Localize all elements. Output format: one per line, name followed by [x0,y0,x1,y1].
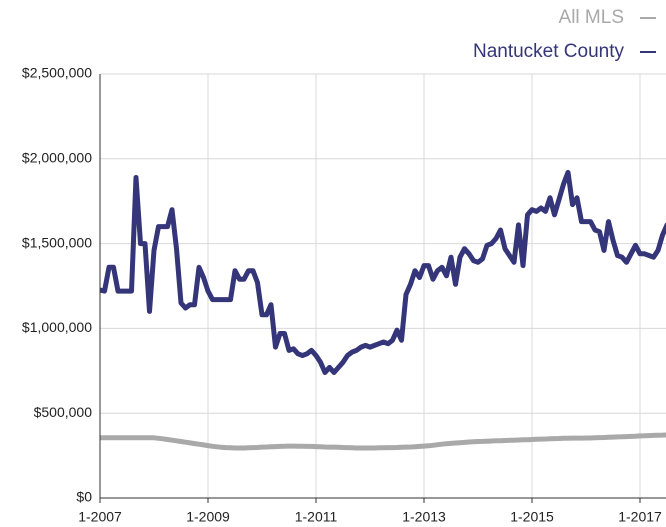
x-tick-label: 1-2015 [510,509,554,525]
y-tick-label: $0 [76,489,92,505]
series-line [100,169,666,375]
series-line [100,432,666,451]
y-tick-label: $2,000,000 [22,150,92,166]
y-tick-label: $1,500,000 [22,234,92,250]
y-tick-label: $2,500,000 [22,65,92,81]
x-tick-label: 1-2009 [186,509,230,525]
legend-label: Nantucket County [473,41,625,62]
legend-label: All MLS [559,7,624,28]
x-tick-label: 1-2017 [618,509,662,525]
x-tick-label: 1-2013 [402,509,446,525]
x-tick-label: 1-2011 [295,509,338,525]
legend: All MLS Nantucket County [473,7,656,62]
y-tick-label: $500,000 [34,404,93,420]
grid [100,73,666,499]
y-tick-label: $1,000,000 [22,319,92,335]
axes: $0 $500,000 $1,000,000 $1,500,000 $2,000,000… [22,65,666,525]
plot-lines [100,169,666,451]
x-tick-label: 1-2007 [78,509,122,525]
